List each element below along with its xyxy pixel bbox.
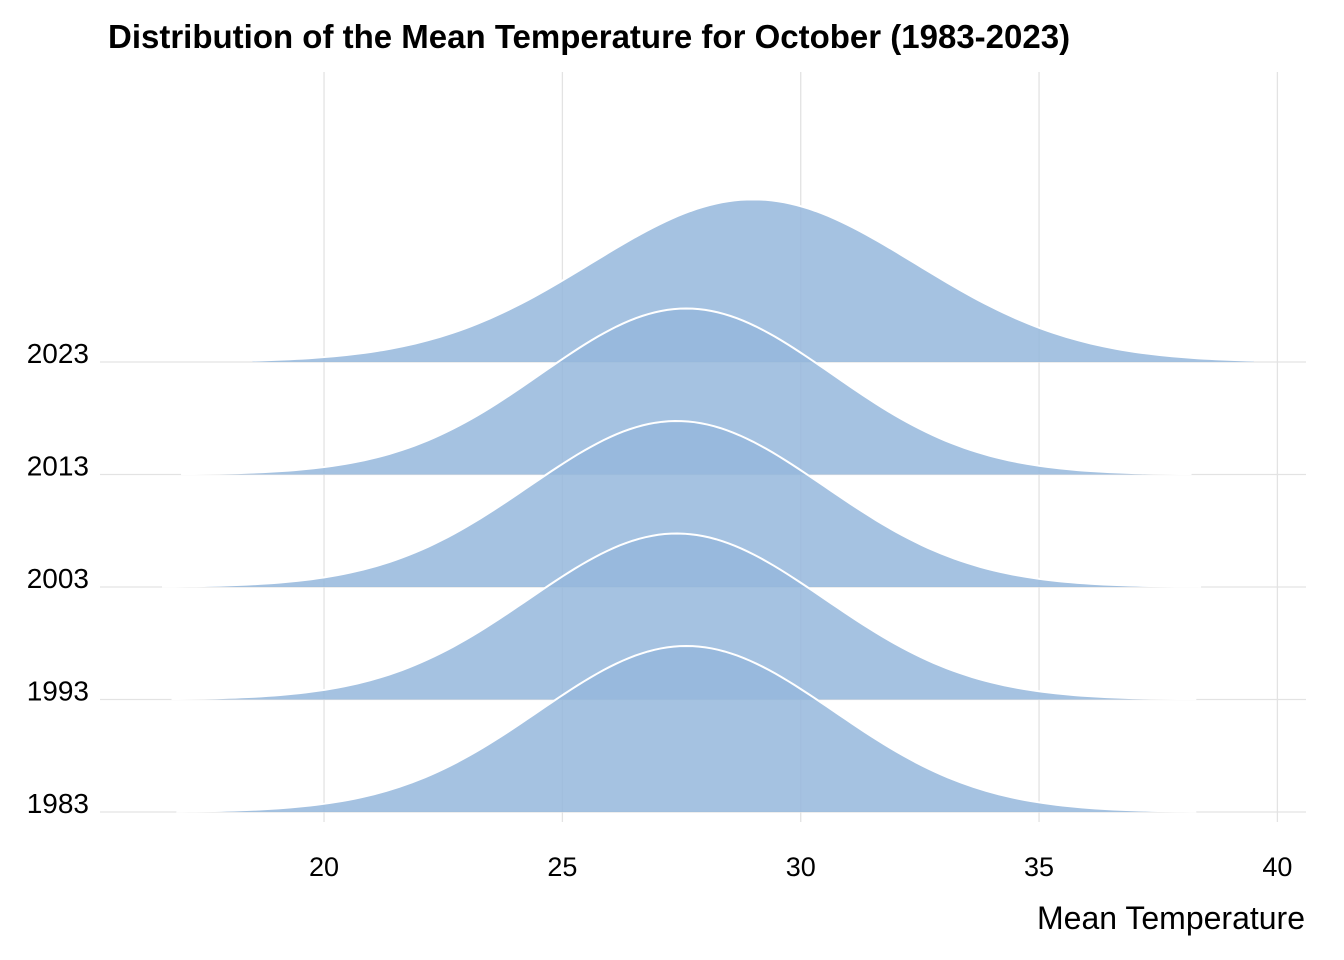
- ridge-outline-2003: [161, 420, 1202, 588]
- x-tick-label-40: 40: [1262, 852, 1292, 882]
- ridge-outline-1993: [171, 532, 1197, 701]
- ridge-outline-2013: [181, 307, 1192, 476]
- ridge-outline-1983: [176, 644, 1197, 813]
- density-ridges: [161, 198, 1254, 813]
- y-tick-label-2023: 2023: [27, 338, 89, 369]
- y-axis-tick-labels: 1983 1993 2003 2013 2023: [27, 338, 89, 819]
- y-tick-label-1983: 1983: [27, 788, 89, 819]
- y-tick-label-2013: 2013: [27, 451, 89, 482]
- x-tick-label-30: 30: [786, 852, 816, 882]
- x-axis-label: Mean Temperature: [1037, 900, 1305, 936]
- x-tick-label-20: 20: [309, 852, 339, 882]
- chart-title: Distribution of the Mean Temperature for…: [108, 18, 1071, 55]
- y-tick-label-1993: 1993: [27, 676, 89, 707]
- ridge-area-1983: [176, 646, 1197, 812]
- y-tick-label-2003: 2003: [27, 563, 89, 594]
- ridge-area-2013: [181, 308, 1192, 475]
- ridge-area-1993: [171, 533, 1197, 700]
- x-axis-tick-labels: 20 25 30 35 40: [309, 852, 1292, 882]
- ridge-area-2023: [252, 199, 1254, 362]
- ridge-outline-2023: [252, 198, 1254, 362]
- x-tick-label-35: 35: [1024, 852, 1054, 882]
- x-tick-label-25: 25: [547, 852, 577, 882]
- ridge-area-2003: [161, 421, 1202, 587]
